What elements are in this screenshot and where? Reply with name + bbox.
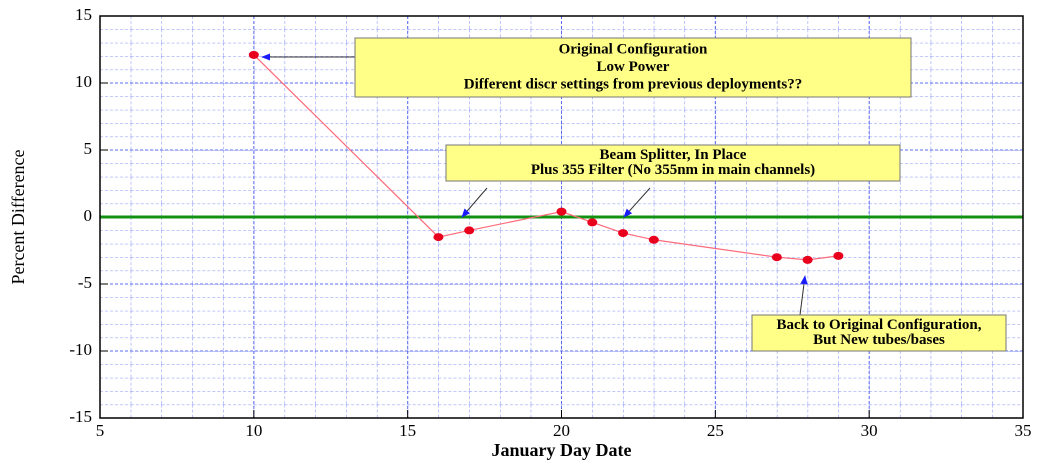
- annotation-text: But New tubes/bases: [813, 332, 945, 348]
- y-tick-label: 15: [75, 5, 92, 24]
- y-tick-label: -10: [69, 340, 92, 359]
- annotation-text: Low Power: [597, 59, 670, 75]
- annotation-arrow: [799, 275, 808, 316]
- data-point: [464, 226, 475, 235]
- annotation-text: Plus 355 Filter (No 355nm in main channe…: [531, 162, 815, 178]
- data-point: [802, 255, 813, 264]
- x-tick-label: 30: [861, 421, 878, 440]
- annotation-box: [751, 314, 1007, 352]
- data-point: [433, 233, 444, 242]
- y-tick-label: -15: [69, 407, 92, 426]
- x-axis-label: January Day Date: [492, 440, 632, 460]
- data-point: [556, 207, 567, 216]
- annotation-box: [354, 37, 912, 98]
- annotation-text: Different discr settings from previous d…: [464, 77, 802, 93]
- plot-frame: [99, 15, 1024, 419]
- x-tick-label: 20: [553, 421, 570, 440]
- x-tick-label: 35: [1015, 421, 1032, 440]
- data-point: [648, 235, 659, 244]
- annotation-text: Original Configuration: [559, 41, 708, 57]
- annotation-text: Back to Original Configuration,: [776, 317, 981, 333]
- y-tick-label: 10: [75, 72, 92, 91]
- x-tick-label: 5: [96, 421, 105, 440]
- y-tick-label: -5: [78, 273, 92, 292]
- data-point: [248, 50, 259, 59]
- x-tick-label: 25: [707, 421, 724, 440]
- y-tick-label: 0: [84, 206, 93, 225]
- annotation-arrow: [623, 187, 651, 218]
- annotation-arrow: [461, 187, 488, 218]
- data-point: [833, 251, 844, 260]
- annotation-box: [445, 144, 901, 182]
- y-axis-label: Percent Difference: [8, 149, 28, 284]
- x-tick-label: 15: [399, 421, 416, 440]
- y-tick-label: 5: [84, 139, 93, 158]
- x-tick-label: 10: [245, 421, 262, 440]
- data-point: [587, 218, 598, 227]
- data-point: [771, 253, 782, 262]
- series-line: [253, 54, 839, 261]
- data-point: [618, 229, 629, 238]
- annotation-text: Beam Splitter, In Place: [600, 147, 747, 163]
